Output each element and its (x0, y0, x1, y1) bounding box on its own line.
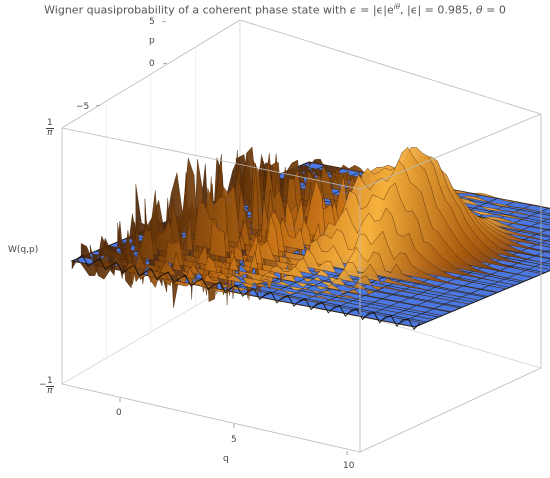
p-tick-mark (95, 104, 101, 107)
box-edge-top-back (239, 19, 542, 115)
q-tick-5: 5 (231, 435, 237, 445)
surface-strip (99, 229, 443, 316)
surface-front-edge (76, 254, 421, 331)
wigner-surface (71, 146, 550, 331)
p-tick-minus5: −5 (76, 102, 90, 112)
bounding-box-front (61, 19, 542, 455)
w-tick-top: 1 π (46, 118, 54, 138)
box-edge-top-left (61, 19, 241, 129)
p-axis-label: p (149, 36, 155, 46)
p-tick-mark (162, 62, 168, 65)
w-tick-bottom: − 1 π (39, 376, 54, 396)
p-tick-5: 5 (149, 17, 155, 27)
p-tick-mark (161, 20, 167, 23)
w-axis-label: W(q,p) (8, 245, 39, 255)
box-edge-bottom-right (359, 367, 542, 453)
chart-title: Wigner quasiprobability of a coherent ph… (44, 3, 506, 17)
box-edge-top-right (359, 113, 542, 190)
box-edge-top-front (61, 127, 361, 190)
q-tick-10: 10 (343, 461, 355, 471)
q-tick-0: 0 (116, 408, 122, 418)
p-tick-0: 0 (149, 59, 155, 69)
box-edge-bottom-front (61, 383, 361, 453)
surface-strip (135, 184, 479, 301)
q-axis-label: q (223, 454, 229, 464)
